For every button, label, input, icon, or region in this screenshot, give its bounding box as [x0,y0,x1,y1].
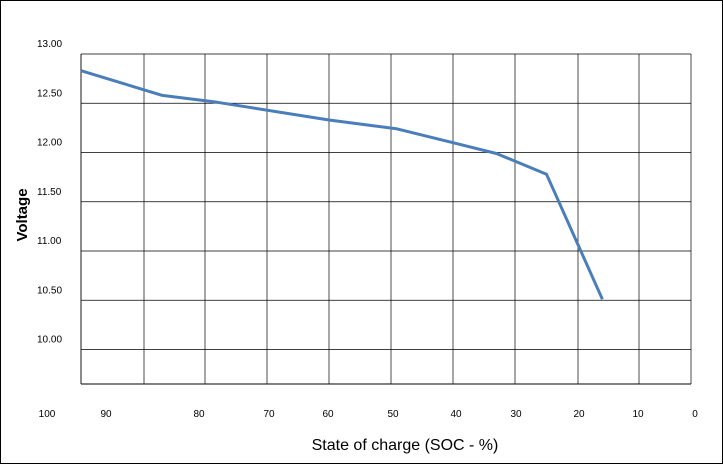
y-tick-label: 12.50 [37,88,62,99]
x-tick-label: 10 [632,409,644,420]
y-axis-title: Voltage [14,188,31,241]
x-tick-label: 100 [39,409,56,420]
y-tick-label: 13.00 [37,39,62,50]
x-tick-label: 0 [692,409,698,420]
x-tick-label: 80 [193,409,205,420]
x-tick-label: 40 [450,409,462,420]
y-tick-label: 12.00 [37,138,62,149]
y-tick-label: 11.00 [37,236,62,247]
y-tick-label: 11.50 [37,187,62,198]
x-tick-label: 20 [573,409,585,420]
x-tick-label: 30 [510,409,522,420]
voltage-series-line [80,69,604,300]
y-tick-label: 10.50 [37,285,62,296]
y-axis-ticks: 10.00 10.50 11.00 11.50 12.00 12.50 13.00 [37,39,62,346]
x-axis-ticks: 100 90 80 70 60 50 40 30 20 10 0 [39,409,699,420]
series-layer [80,69,604,300]
x-tick-label: 50 [387,409,399,420]
y-tick-label: 10.00 [37,335,62,346]
x-tick-label: 70 [263,409,275,420]
x-tick-label: 60 [322,409,334,420]
grid [80,53,692,385]
x-axis-title: State of charge (SOC - %) [312,437,499,454]
x-tick-label: 90 [100,409,112,420]
